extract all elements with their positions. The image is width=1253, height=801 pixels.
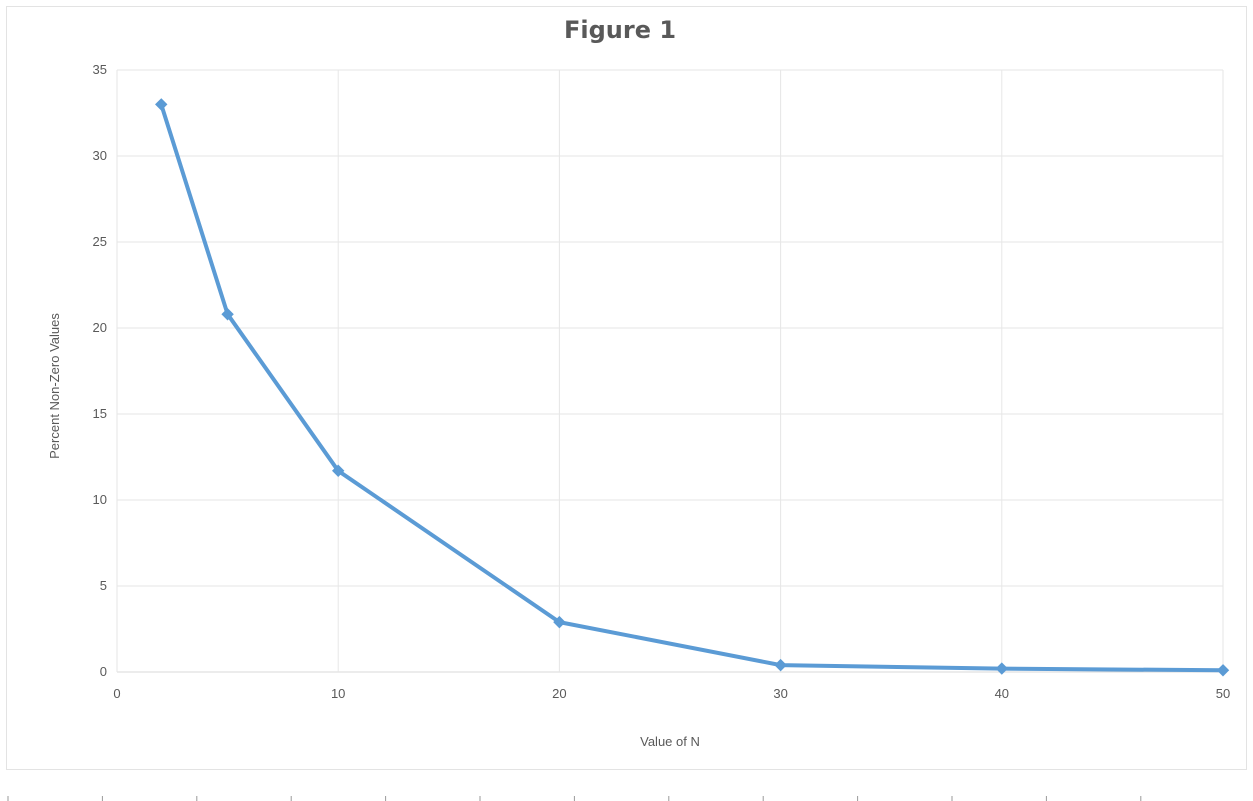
bottom-edge-ticks	[7, 796, 1142, 801]
y-axis-title: Percent Non-Zero Values	[47, 313, 62, 459]
x-tick-label: 0	[113, 686, 120, 701]
chart-title: Figure 1	[564, 16, 676, 44]
y-tick-label: 0	[100, 664, 107, 679]
y-axis-ticks: 0 5 10 15 20 25 30 35	[93, 62, 107, 679]
chart-area	[6, 6, 1247, 770]
data-point-marker	[774, 658, 787, 672]
x-tick-label: 30	[773, 686, 787, 701]
series-line	[159, 102, 1225, 673]
x-tick-label: 50	[1216, 686, 1230, 701]
x-axis-title: Value of N	[640, 734, 700, 749]
y-tick-label: 25	[93, 234, 107, 249]
y-tick-label: 30	[93, 148, 107, 163]
x-tick-label: 20	[552, 686, 566, 701]
y-tick-label: 15	[93, 406, 107, 421]
data-point-marker	[1216, 664, 1230, 677]
data-point-marker	[155, 98, 168, 111]
gridlines	[116, 69, 1224, 673]
data-point-marker	[221, 308, 234, 321]
y-tick-label: 20	[93, 320, 107, 335]
y-tick-label: 35	[93, 62, 107, 77]
x-tick-label: 40	[995, 686, 1009, 701]
plot-series	[155, 98, 1230, 677]
x-tick-label: 10	[331, 686, 345, 701]
y-tick-label: 10	[93, 492, 107, 507]
x-axis-ticks: 0 10 20 30 40 50	[113, 686, 1230, 701]
y-tick-label: 5	[100, 578, 107, 593]
data-point-marker	[331, 464, 345, 477]
data-point-marker	[995, 662, 1009, 675]
data-point-marker	[553, 615, 566, 629]
